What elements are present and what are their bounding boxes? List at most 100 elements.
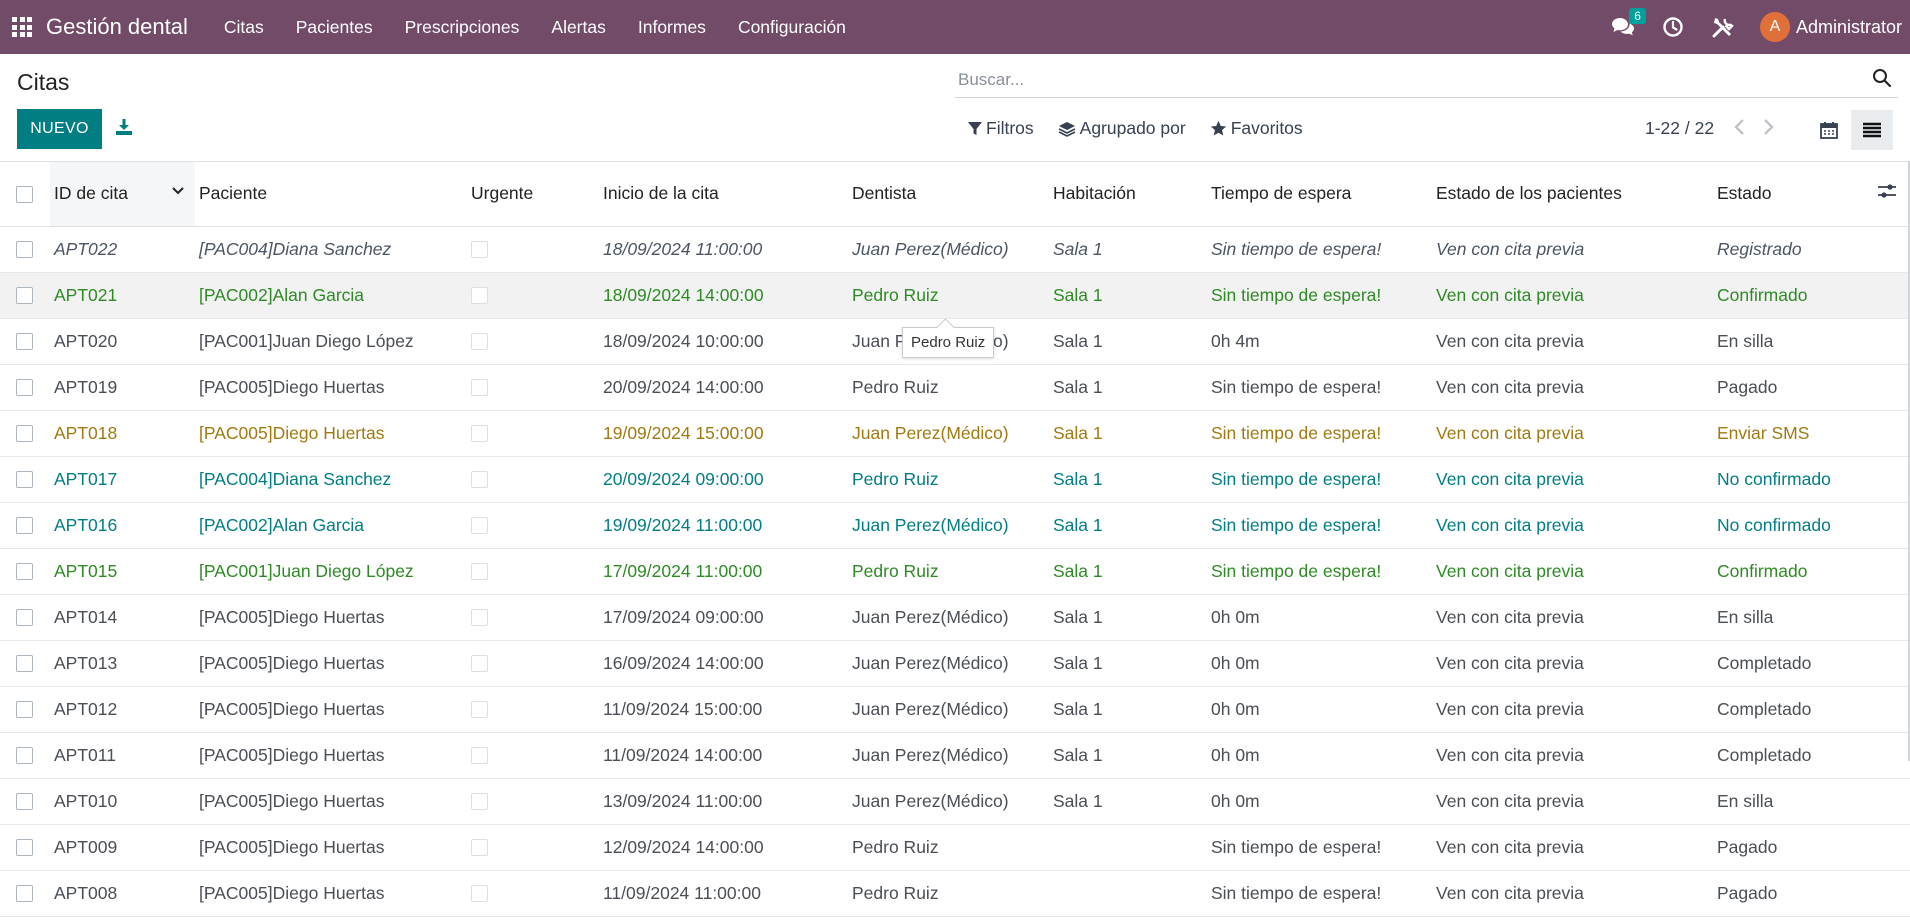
clock-icon[interactable]	[1660, 14, 1686, 40]
pager-next-icon[interactable]	[1761, 117, 1777, 139]
cell-room[interactable]: Sala 1	[1049, 226, 1207, 273]
row-checkbox[interactable]	[16, 517, 33, 535]
cell-id[interactable]: APT010	[50, 778, 195, 825]
row-checkbox[interactable]	[16, 839, 33, 857]
row-checkbox[interactable]	[16, 471, 33, 489]
apps-menu-icon[interactable]	[12, 17, 32, 37]
cell-patient[interactable]: [PAC005]Diego Huertas	[195, 410, 467, 457]
cell-wait[interactable]: Sin tiempo de espera!	[1207, 548, 1432, 595]
cell-dentist[interactable]: Juan Perez(Médico)	[848, 594, 1049, 641]
cell-start[interactable]: 17/09/2024 11:00:00	[599, 548, 848, 595]
cell-room[interactable]: Sala 1	[1049, 272, 1207, 319]
table-row[interactable]: APT014 [PAC005]Diego Huertas 17/09/2024 09…	[0, 594, 1910, 641]
row-checkbox[interactable]	[16, 885, 33, 903]
menu-citas[interactable]: Citas	[223, 16, 264, 37]
filters-button[interactable]: Filtros	[968, 118, 1034, 139]
cell-id[interactable]: APT018	[50, 410, 195, 457]
list-view-icon[interactable]	[1851, 110, 1893, 150]
cell-dentist[interactable]: Pedro Ruiz	[848, 548, 1049, 595]
cell-room[interactable]: Sala 1	[1049, 456, 1207, 503]
cell-start[interactable]: 13/09/2024 11:00:00	[599, 778, 848, 825]
cell-wait[interactable]: Sin tiempo de espera!	[1207, 226, 1432, 273]
cell-dentist[interactable]: Juan Perez(Médico)	[848, 732, 1049, 779]
menu-configuracion[interactable]: Configuración	[737, 16, 846, 37]
cell-start[interactable]: 17/09/2024 09:00:00	[599, 594, 848, 641]
cell-patient-state[interactable]: Ven con cita previa	[1432, 272, 1713, 319]
cell-patient[interactable]: [PAC002]Alan Garcia	[195, 272, 467, 319]
cell-start[interactable]: 11/09/2024 15:00:00	[599, 686, 848, 733]
table-row[interactable]: APT009 [PAC005]Diego Huertas 12/09/2024 14…	[0, 824, 1910, 871]
cell-dentist[interactable]: Juan Perez(Médico)	[848, 226, 1049, 273]
cell-patient[interactable]: [PAC001]Juan Diego López	[195, 548, 467, 595]
cell-wait[interactable]: Sin tiempo de espera!	[1207, 824, 1432, 871]
groupby-button[interactable]: Agrupado por	[1058, 118, 1186, 139]
table-row[interactable]: APT021 [PAC002]Alan Garcia 18/09/2024 14:0…	[0, 272, 1910, 319]
column-room[interactable]: Habitación	[1049, 162, 1207, 227]
column-dentist[interactable]: Dentista	[848, 162, 1049, 227]
cell-patient-state[interactable]: Ven con cita previa	[1432, 824, 1713, 871]
cell-id[interactable]: APT012	[50, 686, 195, 733]
row-checkbox[interactable]	[16, 747, 33, 765]
column-state[interactable]: Estado	[1713, 162, 1910, 227]
cell-patient-state[interactable]: Ven con cita previa	[1432, 548, 1713, 595]
cell-patient-state[interactable]: Ven con cita previa	[1432, 318, 1713, 365]
row-checkbox[interactable]	[16, 701, 33, 719]
cell-id[interactable]: APT017	[50, 456, 195, 503]
cell-dentist[interactable]: Pedro Ruiz	[848, 456, 1049, 503]
cell-room[interactable]: Sala 1	[1049, 318, 1207, 365]
pager-value[interactable]: 1-22 / 22	[1645, 118, 1715, 138]
select-all-checkbox[interactable]	[16, 186, 33, 204]
scrollbar[interactable]	[1908, 161, 1910, 761]
table-row[interactable]: APT020 [PAC001]Juan Diego López 18/09/2024…	[0, 318, 1910, 365]
row-checkbox[interactable]	[16, 425, 33, 443]
row-checkbox[interactable]	[16, 563, 33, 581]
cell-dentist[interactable]: Juan Perez(Médico)	[848, 686, 1049, 733]
cell-start[interactable]: 12/09/2024 14:00:00	[599, 824, 848, 871]
row-checkbox[interactable]	[16, 241, 33, 259]
cell-wait[interactable]: Sin tiempo de espera!	[1207, 456, 1432, 503]
row-checkbox[interactable]	[16, 793, 33, 811]
cell-state[interactable]: En silla	[1713, 778, 1910, 825]
cell-state[interactable]: Pagado	[1713, 870, 1910, 917]
cell-patient[interactable]: [PAC005]Diego Huertas	[195, 686, 467, 733]
cell-id[interactable]: APT022	[50, 226, 195, 273]
cell-room[interactable]: Sala 1	[1049, 364, 1207, 411]
row-checkbox[interactable]	[16, 333, 33, 351]
table-row[interactable]: APT017 [PAC004]Diana Sanchez 20/09/2024 09…	[0, 456, 1910, 503]
cell-patient-state[interactable]: Ven con cita previa	[1432, 640, 1713, 687]
favorites-button[interactable]: Favoritos	[1210, 118, 1303, 139]
table-row[interactable]: APT008 [PAC005]Diego Huertas 11/09/2024 11…	[0, 870, 1910, 917]
cell-wait[interactable]: 0h 0m	[1207, 594, 1432, 641]
cell-room[interactable]	[1049, 870, 1207, 917]
cell-patient[interactable]: [PAC001]Juan Diego López	[195, 318, 467, 365]
cell-dentist[interactable]: Juan Perez(Médico)	[848, 410, 1049, 457]
cell-wait[interactable]: 0h 0m	[1207, 686, 1432, 733]
cell-room[interactable]: Sala 1	[1049, 548, 1207, 595]
cell-patient-state[interactable]: Ven con cita previa	[1432, 594, 1713, 641]
cell-patient[interactable]: [PAC002]Alan Garcia	[195, 502, 467, 549]
column-wait[interactable]: Tiempo de espera	[1207, 162, 1432, 227]
menu-informes[interactable]: Informes	[637, 16, 706, 37]
column-start[interactable]: Inicio de la cita	[599, 162, 848, 227]
cell-wait[interactable]: 0h 0m	[1207, 732, 1432, 779]
pager-previous-icon[interactable]	[1733, 117, 1749, 139]
cell-state[interactable]: En silla	[1713, 318, 1910, 365]
table-row[interactable]: APT011 [PAC005]Diego Huertas 11/09/2024 14…	[0, 732, 1910, 779]
cell-wait[interactable]: Sin tiempo de espera!	[1207, 272, 1432, 319]
table-row[interactable]: APT012 [PAC005]Diego Huertas 11/09/2024 15…	[0, 686, 1910, 733]
cell-state[interactable]: Completado	[1713, 640, 1910, 687]
cell-dentist[interactable]: Juan Perez(Médico)	[848, 502, 1049, 549]
chat-icon[interactable]: 6	[1610, 8, 1646, 40]
cell-room[interactable]: Sala 1	[1049, 594, 1207, 641]
cell-room[interactable]: Sala 1	[1049, 640, 1207, 687]
cell-patient[interactable]: [PAC005]Diego Huertas	[195, 364, 467, 411]
cell-state[interactable]: Pagado	[1713, 824, 1910, 871]
cell-id[interactable]: APT009	[50, 824, 195, 871]
cell-patient-state[interactable]: Ven con cita previa	[1432, 732, 1713, 779]
cell-patient[interactable]: [PAC005]Diego Huertas	[195, 870, 467, 917]
cell-state[interactable]: Completado	[1713, 732, 1910, 779]
cell-wait[interactable]: 0h 4m	[1207, 318, 1432, 365]
cell-patient[interactable]: [PAC004]Diana Sanchez	[195, 226, 467, 273]
column-patient-state[interactable]: Estado de los pacientes	[1432, 162, 1713, 227]
cell-patient-state[interactable]: Ven con cita previa	[1432, 870, 1713, 917]
